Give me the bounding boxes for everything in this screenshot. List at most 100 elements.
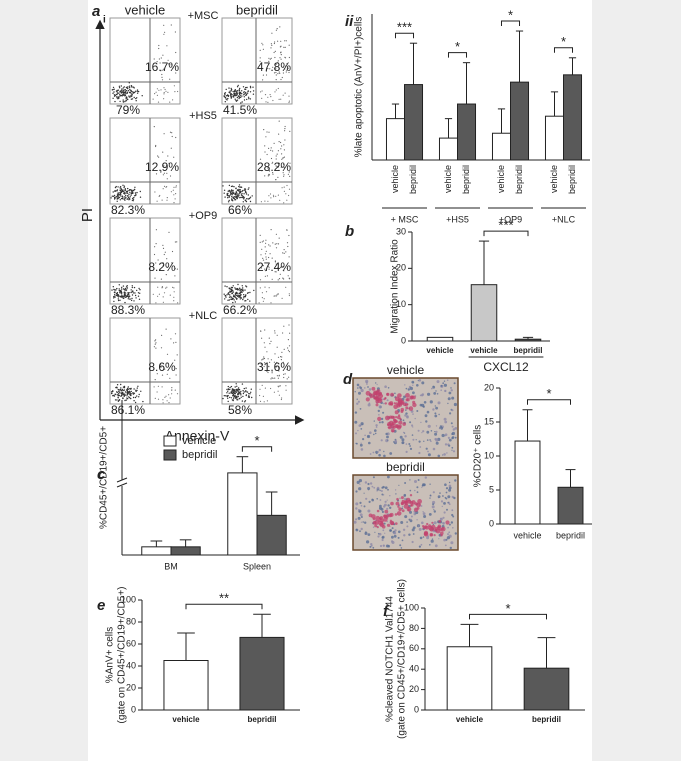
event-dot	[226, 194, 229, 196]
event-dot	[230, 97, 232, 99]
event-dot	[261, 337, 263, 339]
stain-dot	[387, 426, 390, 429]
event-dot	[243, 387, 245, 390]
event-dot	[124, 292, 127, 294]
event-dot	[232, 289, 234, 292]
event-dot	[224, 96, 226, 99]
panel-part: i	[103, 15, 106, 26]
event-dot	[270, 43, 272, 45]
tissue-dot	[386, 399, 389, 402]
event-dot	[163, 185, 166, 187]
event-dot	[165, 287, 167, 289]
event-dot	[243, 189, 246, 191]
event-dot	[133, 286, 136, 289]
y-tick-label: 0	[131, 704, 136, 714]
event-dot	[280, 58, 282, 60]
event-dot	[281, 397, 283, 399]
event-dot	[232, 399, 234, 402]
event-dot	[277, 40, 279, 42]
tissue-dot	[447, 436, 450, 439]
tissue-dot	[447, 397, 451, 401]
tissue-dot	[405, 409, 407, 411]
event-dot	[262, 48, 264, 50]
tissue-dot	[424, 476, 427, 479]
tissue-dot	[443, 453, 446, 456]
event-dot	[152, 98, 154, 100]
event-dot	[118, 394, 121, 397]
event-dot	[233, 390, 235, 392]
y-tick-label: 100	[121, 594, 136, 604]
event-dot	[267, 265, 269, 267]
event-dot	[263, 357, 266, 360]
tissue-dot	[448, 523, 451, 526]
tissue-dot	[406, 415, 409, 419]
event-dot	[127, 294, 129, 296]
tissue-dot	[360, 505, 363, 507]
tissue-dot	[375, 426, 378, 428]
event-dot	[235, 297, 237, 299]
bar	[141, 546, 172, 556]
tissue-dot	[359, 483, 361, 485]
event-dot	[262, 265, 264, 267]
event-dot	[279, 385, 281, 387]
event-dot	[169, 131, 172, 133]
event-dot	[265, 256, 267, 258]
tissue-dot	[412, 382, 414, 384]
tissue-dot	[434, 412, 437, 415]
event-dot	[233, 299, 235, 301]
event-dot	[262, 44, 264, 46]
event-dot	[265, 239, 267, 241]
significance-bracket	[394, 32, 415, 39]
event-dot	[288, 324, 290, 326]
event-dot	[134, 396, 137, 399]
event-dot	[227, 385, 229, 388]
y-tick-label: 80	[409, 623, 419, 633]
tissue-dot	[357, 516, 361, 520]
event-dot	[288, 100, 290, 102]
tissue-dot	[451, 449, 453, 451]
event-dot	[133, 91, 135, 94]
event-dot	[113, 295, 115, 298]
event-dot	[250, 388, 252, 390]
tissue-dot	[417, 429, 420, 432]
event-dot	[124, 100, 126, 103]
event-dot	[128, 86, 131, 89]
tissue-dot	[387, 488, 389, 491]
event-dot	[264, 387, 266, 389]
event-dot	[227, 95, 230, 97]
event-dot	[124, 90, 127, 93]
event-dot	[237, 387, 240, 389]
event-dot	[238, 90, 240, 92]
event-dot	[243, 294, 245, 296]
tissue-dot	[409, 489, 412, 492]
event-dot	[244, 199, 246, 202]
tissue-dot	[433, 521, 437, 525]
event-dot	[269, 68, 271, 70]
stain-dot	[376, 509, 380, 513]
event-dot	[127, 90, 130, 92]
event-dot	[163, 24, 165, 26]
event-dot	[282, 361, 284, 363]
stain-dot	[375, 515, 381, 521]
event-dot	[161, 199, 163, 201]
event-dot	[252, 86, 254, 88]
event-dot	[117, 192, 119, 194]
event-dot	[166, 178, 168, 180]
tissue-dot	[367, 509, 371, 513]
event-dot	[238, 184, 241, 186]
tissue-dot	[411, 434, 414, 436]
event-dot	[130, 289, 132, 291]
lower-left-percent: 79%	[116, 103, 140, 117]
event-dot	[236, 397, 238, 399]
tissue-dot	[448, 438, 452, 442]
event-dot	[140, 390, 142, 392]
event-dot	[128, 197, 130, 200]
event-dot	[136, 191, 138, 194]
event-dot	[275, 295, 277, 297]
event-dot	[126, 91, 129, 94]
event-dot	[249, 300, 251, 302]
event-dot	[123, 185, 126, 187]
tissue-dot	[393, 531, 397, 535]
event-dot	[114, 197, 116, 199]
event-dot	[275, 195, 277, 197]
